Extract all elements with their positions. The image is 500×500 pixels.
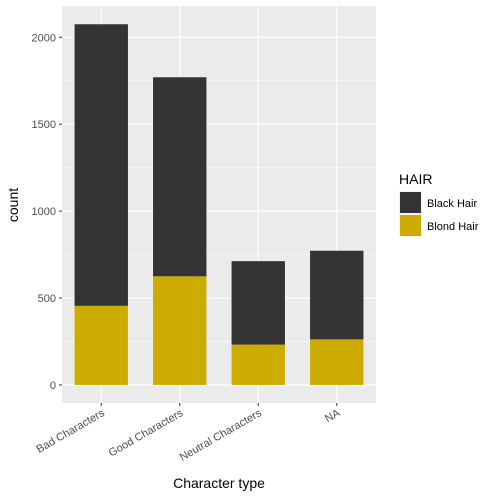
- legend-swatch: [400, 192, 421, 213]
- legend-swatch: [400, 215, 421, 236]
- legend-label: Black Hair: [427, 198, 477, 210]
- legend-title: HAIR: [399, 171, 432, 187]
- bar-blond-hair: [310, 339, 364, 385]
- bar-black-hair: [310, 250, 364, 340]
- x-tick-label: Neutral Characters: [178, 407, 264, 464]
- x-axis-title: Character type: [173, 475, 265, 491]
- bar-black-hair: [74, 24, 128, 306]
- x-tick-label: NA: [323, 407, 343, 425]
- x-tick-label: Good Characters: [107, 407, 186, 460]
- bar-black-hair: [231, 261, 285, 345]
- y-tick-label: 500: [38, 293, 56, 305]
- bar-blond-hair: [231, 344, 285, 385]
- x-tick-label: Bad Characters: [35, 407, 108, 456]
- y-tick-label: 0: [50, 380, 56, 392]
- bar-blond-hair: [153, 276, 207, 385]
- y-axis: 0 500 1000 1500 2000: [32, 32, 62, 392]
- y-tick-label: 1000: [32, 206, 56, 218]
- bars: [74, 24, 364, 385]
- y-tick-label: 1500: [32, 119, 56, 131]
- legend-label: Blond Hair: [427, 221, 479, 233]
- y-tick-label: 2000: [32, 32, 56, 44]
- y-axis-title: count: [5, 188, 21, 222]
- legend-items: Black Hair Blond Hair: [399, 191, 479, 237]
- bar-blond-hair: [74, 305, 128, 385]
- bar-black-hair: [153, 77, 207, 277]
- legend: HAIR Black Hair Blond Hair: [399, 171, 479, 237]
